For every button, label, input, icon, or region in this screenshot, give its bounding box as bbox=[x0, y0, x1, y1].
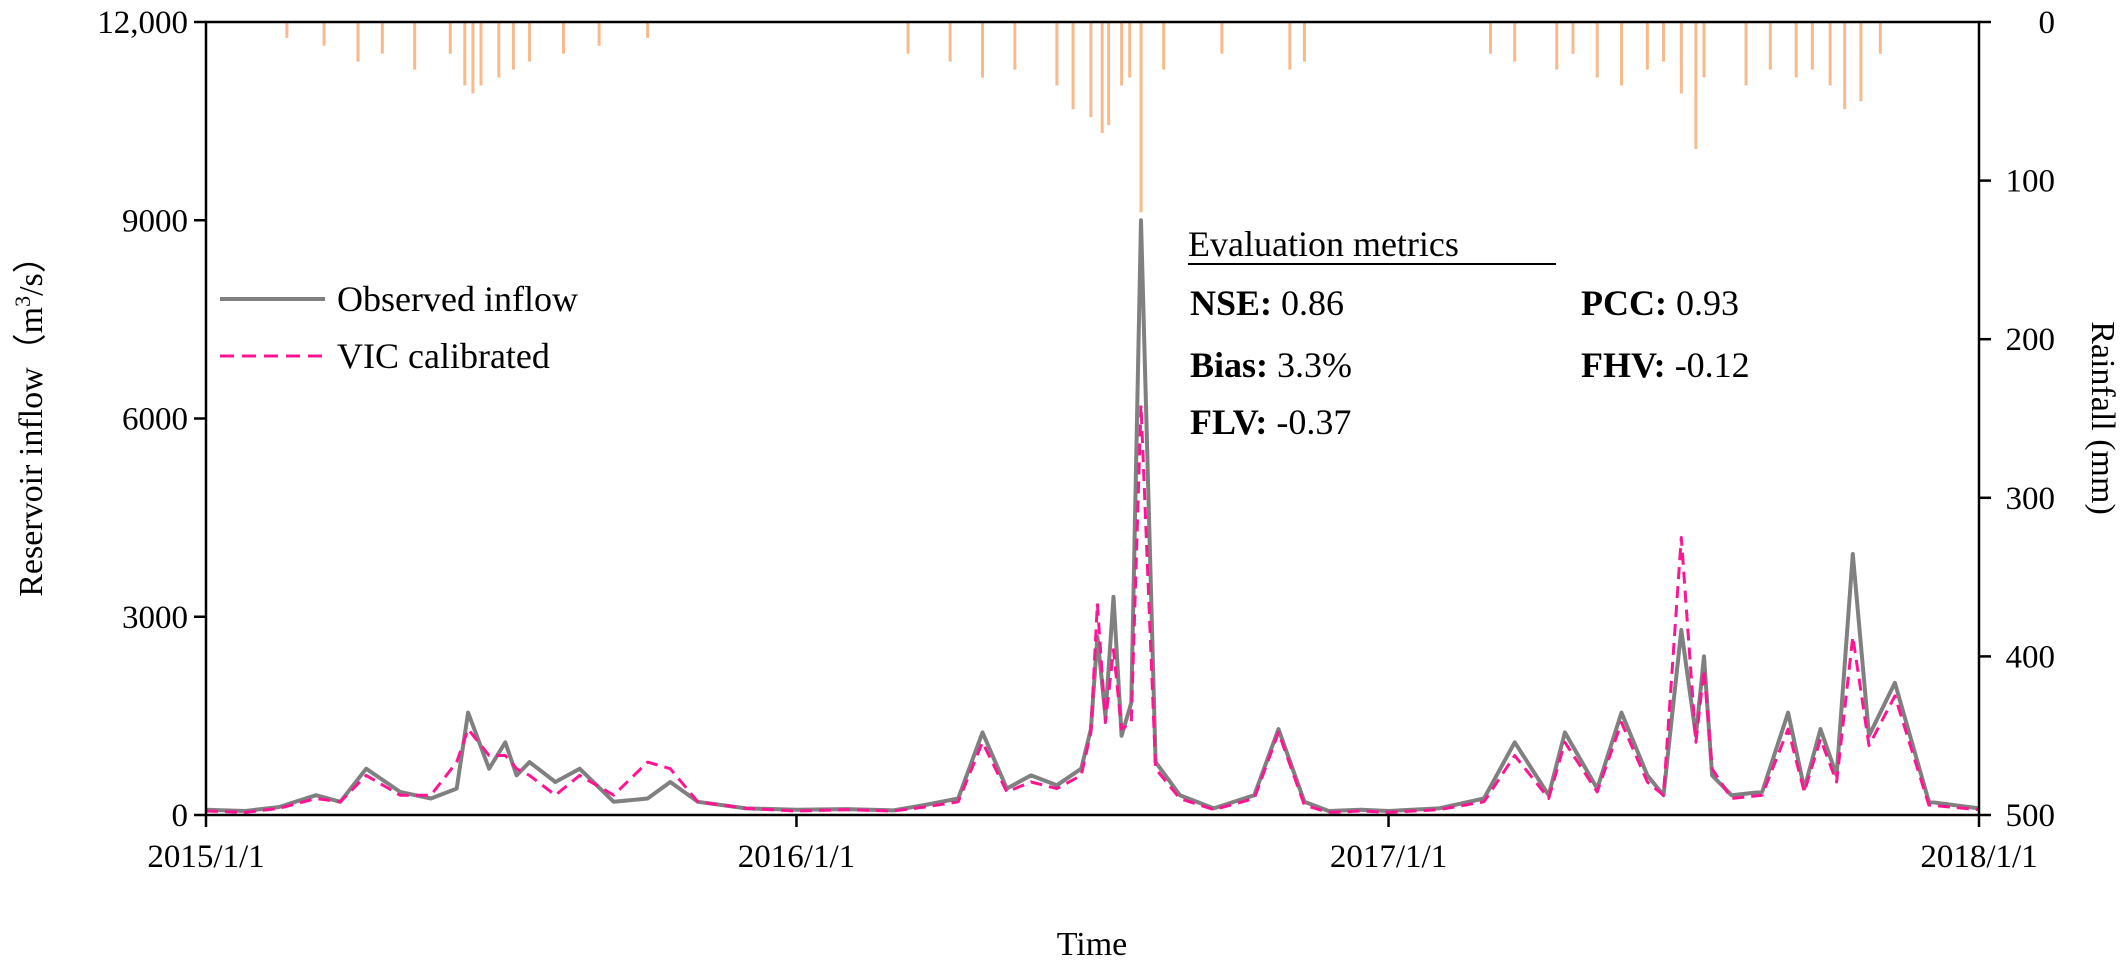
rainfall-bar bbox=[1859, 22, 1863, 102]
rainfall-bar bbox=[1702, 22, 1706, 78]
y-left-tick-label: 3000 bbox=[122, 600, 188, 636]
rainfall-bar bbox=[646, 22, 650, 38]
y-left-title-prefix: Reservoir inflow（m bbox=[12, 307, 50, 597]
rainfall-bar bbox=[1100, 22, 1104, 134]
rainfall-bar bbox=[413, 22, 417, 70]
metric-flv-key: FLV: bbox=[1190, 402, 1267, 442]
metric-fhv-value: -0.12 bbox=[1666, 345, 1750, 385]
rainfall-bar bbox=[471, 22, 475, 94]
rainfall-bar bbox=[1794, 22, 1798, 78]
metric-nse-value: 0.86 bbox=[1272, 283, 1344, 323]
metric-bias-value: 3.3% bbox=[1268, 345, 1352, 385]
y-right-tick-label: 300 bbox=[2006, 481, 2056, 517]
series-layer bbox=[205, 218, 1980, 814]
rainfall-bar bbox=[562, 22, 566, 54]
rainfall-bar bbox=[1089, 22, 1093, 118]
metric-bias-key: Bias: bbox=[1190, 345, 1268, 385]
rainfall-bar bbox=[1128, 22, 1132, 78]
legend-label-vic: VIC calibrated bbox=[337, 336, 550, 376]
rainfall-bar bbox=[1013, 22, 1017, 70]
y-left-title-sup: 3 bbox=[10, 296, 35, 307]
rainfall-bar bbox=[1810, 22, 1814, 70]
y-right-tick-label: 0 bbox=[2039, 5, 2056, 41]
rainfall-bar bbox=[1571, 22, 1575, 54]
rainfall-bar bbox=[380, 22, 384, 54]
y-right-axis-title: Rainfall (mm) bbox=[2084, 321, 2121, 515]
rainfall-bar bbox=[1595, 22, 1599, 78]
x-tick-label: 2018/1/1 bbox=[1920, 839, 2037, 875]
rainfall-bar bbox=[322, 22, 326, 46]
metric-pcc-value: 0.93 bbox=[1667, 283, 1739, 323]
x-axis-title: Time bbox=[1057, 926, 1128, 963]
rainfall-bar bbox=[1645, 22, 1649, 70]
y-left-axis-title: Reservoir inflow（m3/s） bbox=[10, 239, 51, 597]
y-left-tick-label: 6000 bbox=[122, 402, 188, 438]
rainfall-bar bbox=[1120, 22, 1124, 86]
rainfall-bar bbox=[1302, 22, 1306, 62]
rainfall-bar bbox=[1488, 22, 1492, 54]
rainfall-bar bbox=[463, 22, 467, 86]
rainfall-bar bbox=[1662, 22, 1666, 62]
rainfall-bar bbox=[1513, 22, 1517, 62]
x-tick-label: 2016/1/1 bbox=[738, 839, 855, 875]
y-right-tick-label: 500 bbox=[2006, 798, 2056, 834]
y-right-tick-label: 400 bbox=[2006, 639, 2056, 675]
rainfall-bar bbox=[980, 22, 984, 78]
rainfall-bar bbox=[1828, 22, 1832, 86]
rainfall-bar bbox=[356, 22, 360, 62]
rainfall-bar bbox=[1878, 22, 1882, 54]
rainfall-bar bbox=[1107, 22, 1111, 126]
rainfall-series bbox=[285, 22, 1882, 213]
rainfall-bar bbox=[948, 22, 952, 62]
rainfall-bar bbox=[1843, 22, 1847, 110]
rainfall-bar bbox=[1055, 22, 1059, 86]
metric-fhv-key: FHV: bbox=[1581, 345, 1666, 385]
rainfall-bar bbox=[511, 22, 515, 70]
rainfall-bar bbox=[1139, 22, 1143, 213]
x-tick-label: 2017/1/1 bbox=[1330, 839, 1447, 875]
metric-pcc: PCC: 0.93 bbox=[1581, 283, 1739, 323]
rainfall-bar bbox=[1768, 22, 1772, 70]
y-left-tick-label: 12,000 bbox=[97, 5, 188, 41]
metric-nse: NSE: 0.86 bbox=[1190, 283, 1344, 323]
metrics-title: Evaluation metrics bbox=[1188, 224, 1459, 264]
rainfall-bar bbox=[1744, 22, 1748, 86]
legend: Observed inflow VIC calibrated bbox=[220, 279, 578, 376]
rainfall-bar bbox=[1679, 22, 1683, 94]
rainfall-bar bbox=[1162, 22, 1166, 70]
y-left-tick-label: 0 bbox=[172, 798, 189, 834]
rainfall-bar bbox=[1619, 22, 1623, 86]
rainfall-bar bbox=[448, 22, 452, 54]
y-left-tick-label: 9000 bbox=[122, 203, 188, 239]
metric-bias: Bias: 3.3% bbox=[1190, 345, 1352, 385]
rainfall-bar bbox=[1288, 22, 1292, 70]
tick-layer: 2015/1/1 2016/1/1 2017/1/1 2018/1/103000600… bbox=[97, 5, 2055, 875]
metrics-box: Evaluation metrics NSE: 0.86 PCC: 0.93 B… bbox=[1188, 224, 1750, 442]
metric-nse-key: NSE: bbox=[1190, 283, 1272, 323]
rainfall-bar bbox=[285, 22, 289, 38]
metric-pcc-key: PCC: bbox=[1581, 283, 1667, 323]
rainfall-bar bbox=[497, 22, 501, 78]
rainfall-bar bbox=[597, 22, 601, 46]
vic-calibrated-line bbox=[205, 403, 1980, 814]
legend-label-observed: Observed inflow bbox=[337, 279, 578, 319]
rainfall-bar bbox=[1071, 22, 1075, 110]
metric-fhv: FHV: -0.12 bbox=[1581, 345, 1750, 385]
rainfall-bar bbox=[479, 22, 483, 86]
y-right-tick-label: 200 bbox=[2006, 322, 2056, 358]
metric-flv-value: -0.37 bbox=[1267, 402, 1351, 442]
rainfall-bar bbox=[1220, 22, 1224, 54]
rainfall-bar bbox=[1555, 22, 1559, 70]
rainfall-bar bbox=[528, 22, 532, 62]
rainfall-bar bbox=[1694, 22, 1698, 149]
y-left-title-suffix: /s） bbox=[12, 239, 50, 296]
y-right-tick-label: 100 bbox=[2006, 164, 2056, 200]
metric-flv: FLV: -0.37 bbox=[1190, 402, 1351, 442]
rainfall-bar bbox=[906, 22, 910, 54]
x-tick-label: 2015/1/1 bbox=[147, 839, 264, 875]
